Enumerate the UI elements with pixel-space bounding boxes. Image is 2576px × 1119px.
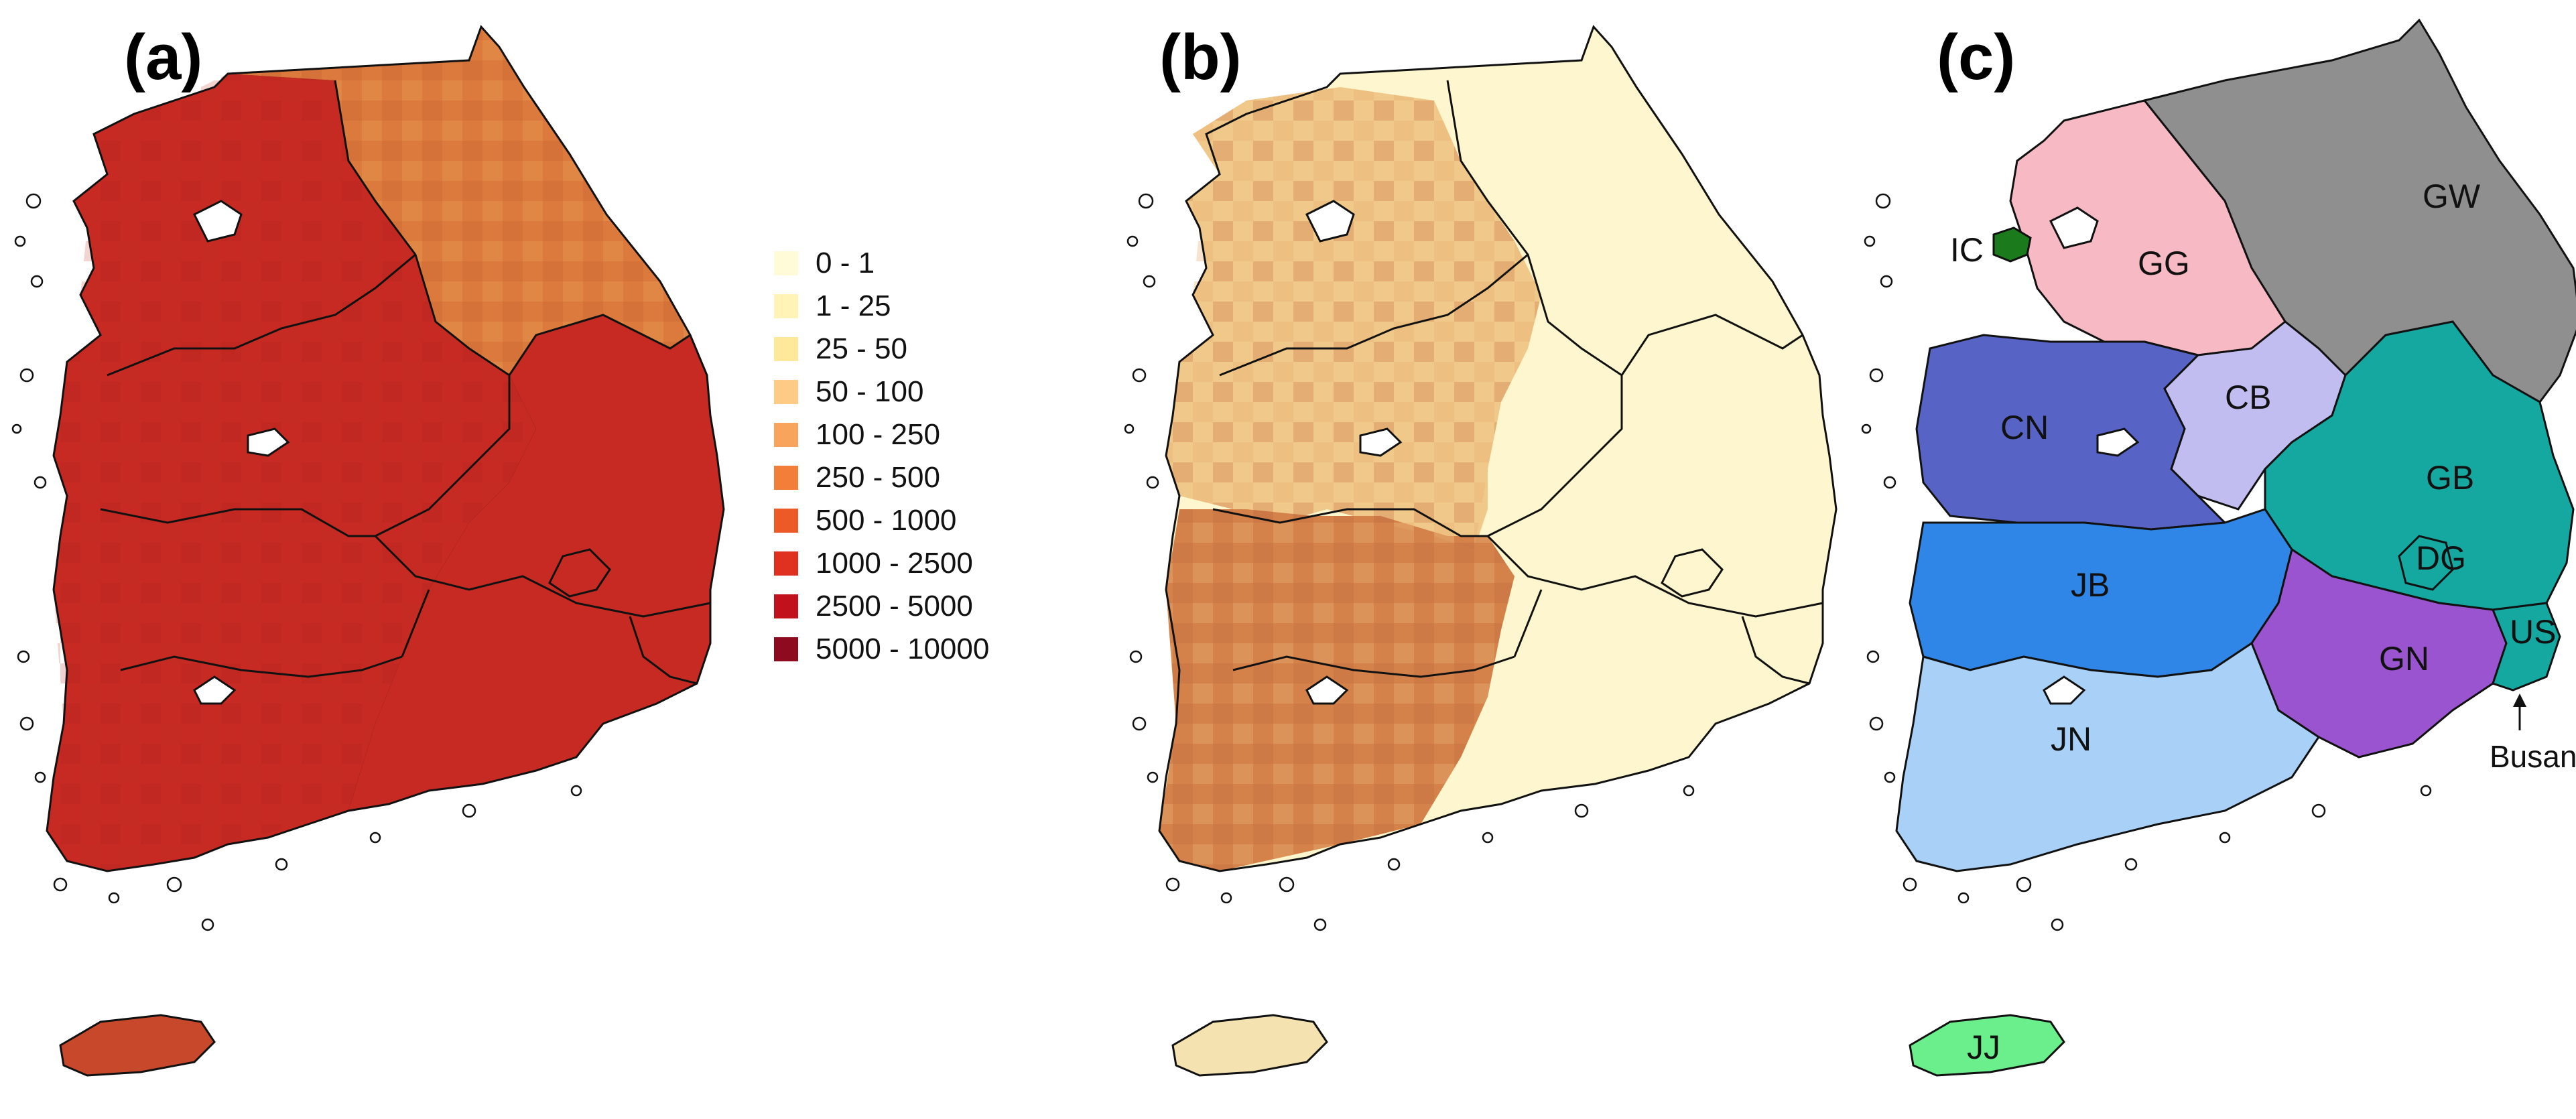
legend-label: 100 - 250 — [816, 418, 940, 451]
region-label-cn: CN — [2000, 409, 2049, 446]
mainland-border-b — [1158, 25, 1838, 872]
region-jj — [1909, 1014, 2065, 1077]
legend-swatch — [774, 423, 798, 447]
legend-label: 1 - 25 — [816, 289, 891, 322]
legend-swatch — [774, 251, 798, 275]
region-us — [2491, 602, 2561, 692]
panel-c: (c) GW GG IC CB — [1861, 18, 2576, 1077]
mainland-border-a — [46, 25, 725, 872]
legend-item: 1000 - 2500 — [774, 547, 973, 580]
legend-swatch — [774, 509, 798, 533]
lakes-a — [192, 200, 290, 705]
region-label-gb: GB — [2426, 459, 2474, 497]
legend-item: 25 - 50 — [774, 332, 907, 365]
region-label-us: US — [2510, 613, 2556, 651]
legend-item: 1 - 25 — [774, 289, 891, 322]
legend-swatch — [774, 337, 798, 361]
legend-item: 100 - 250 — [774, 418, 940, 451]
region-label-ic: IC — [1950, 231, 1984, 269]
lakes-b — [1305, 200, 1403, 705]
legend-label: 2500 - 5000 — [816, 590, 973, 622]
legend-item: 5000 - 10000 — [774, 633, 989, 665]
region-label-jj: JJ — [1967, 1029, 2000, 1066]
jeju-island-a — [59, 1014, 216, 1077]
region-dg — [2398, 535, 2454, 591]
legend-swatch — [774, 466, 798, 490]
panel-b: (b) — [1124, 21, 1838, 1077]
busan-arrowhead — [2513, 694, 2526, 707]
region-label-jb: JB — [2071, 566, 2110, 604]
legend-item: 500 - 1000 — [774, 504, 956, 537]
region-jn — [1895, 641, 2321, 872]
legend-swatch — [774, 294, 798, 318]
jeju-island-b — [1171, 1014, 1328, 1077]
legend-swatch — [774, 380, 798, 404]
pixel-overlay-a — [47, 74, 536, 871]
panel-a: (a) — [11, 21, 725, 1077]
legend-label: 25 - 50 — [816, 332, 907, 365]
region-label-jn: JN — [2051, 720, 2091, 758]
panel-a-label: (a) — [124, 21, 202, 93]
legend-label: 5000 - 10000 — [816, 633, 989, 665]
legend-item: 50 - 100 — [774, 375, 923, 408]
region-fill-a-south-east — [348, 315, 724, 811]
region-cn — [1915, 334, 2228, 531]
legend-label: 1000 - 2500 — [816, 547, 973, 580]
busan-pointer: Busan — [2490, 694, 2576, 774]
panel-c-label: (c) — [1937, 21, 2015, 93]
coastal-islands-a — [11, 193, 582, 931]
panel-b-label: (b) — [1159, 21, 1242, 93]
legend-item: 250 - 500 — [774, 461, 940, 494]
legend-swatch — [774, 551, 798, 576]
legend-label: 50 - 100 — [816, 375, 923, 408]
legend-item: 0 - 1 — [774, 247, 875, 279]
region-label-dg: DG — [2416, 539, 2466, 577]
region-label-gg: GG — [2138, 245, 2190, 282]
legend-swatch — [774, 637, 798, 661]
province-boundaries-a — [100, 80, 711, 685]
legend-swatch — [774, 594, 798, 618]
pixel-overlay-b-north — [1166, 87, 1541, 549]
province-boundaries-b — [1212, 80, 1823, 685]
region-label-gw: GW — [2423, 178, 2481, 215]
busan-label: Busan — [2490, 739, 2576, 774]
legend-label: 0 - 1 — [816, 247, 875, 279]
region-label-cb: CB — [2225, 379, 2271, 416]
coastal-islands-b — [1124, 193, 1695, 931]
legend: 0 - 1 1 - 25 25 - 50 50 - 100 100 - 250 250 -… — [774, 247, 989, 665]
legend-label: 250 - 500 — [816, 461, 940, 494]
region-ic — [1992, 226, 2032, 263]
legend-item: 2500 - 5000 — [774, 590, 973, 622]
pixel-overlay-a-east — [228, 27, 690, 375]
legend-label: 500 - 1000 — [816, 504, 956, 537]
coastal-islands-c — [1861, 193, 2432, 931]
lakes-c — [2043, 206, 2140, 705]
region-label-gn: GN — [2379, 640, 2429, 677]
region-labels: GW GG IC CB CN GB DG JB GN US JN JJ — [1950, 178, 2556, 1066]
